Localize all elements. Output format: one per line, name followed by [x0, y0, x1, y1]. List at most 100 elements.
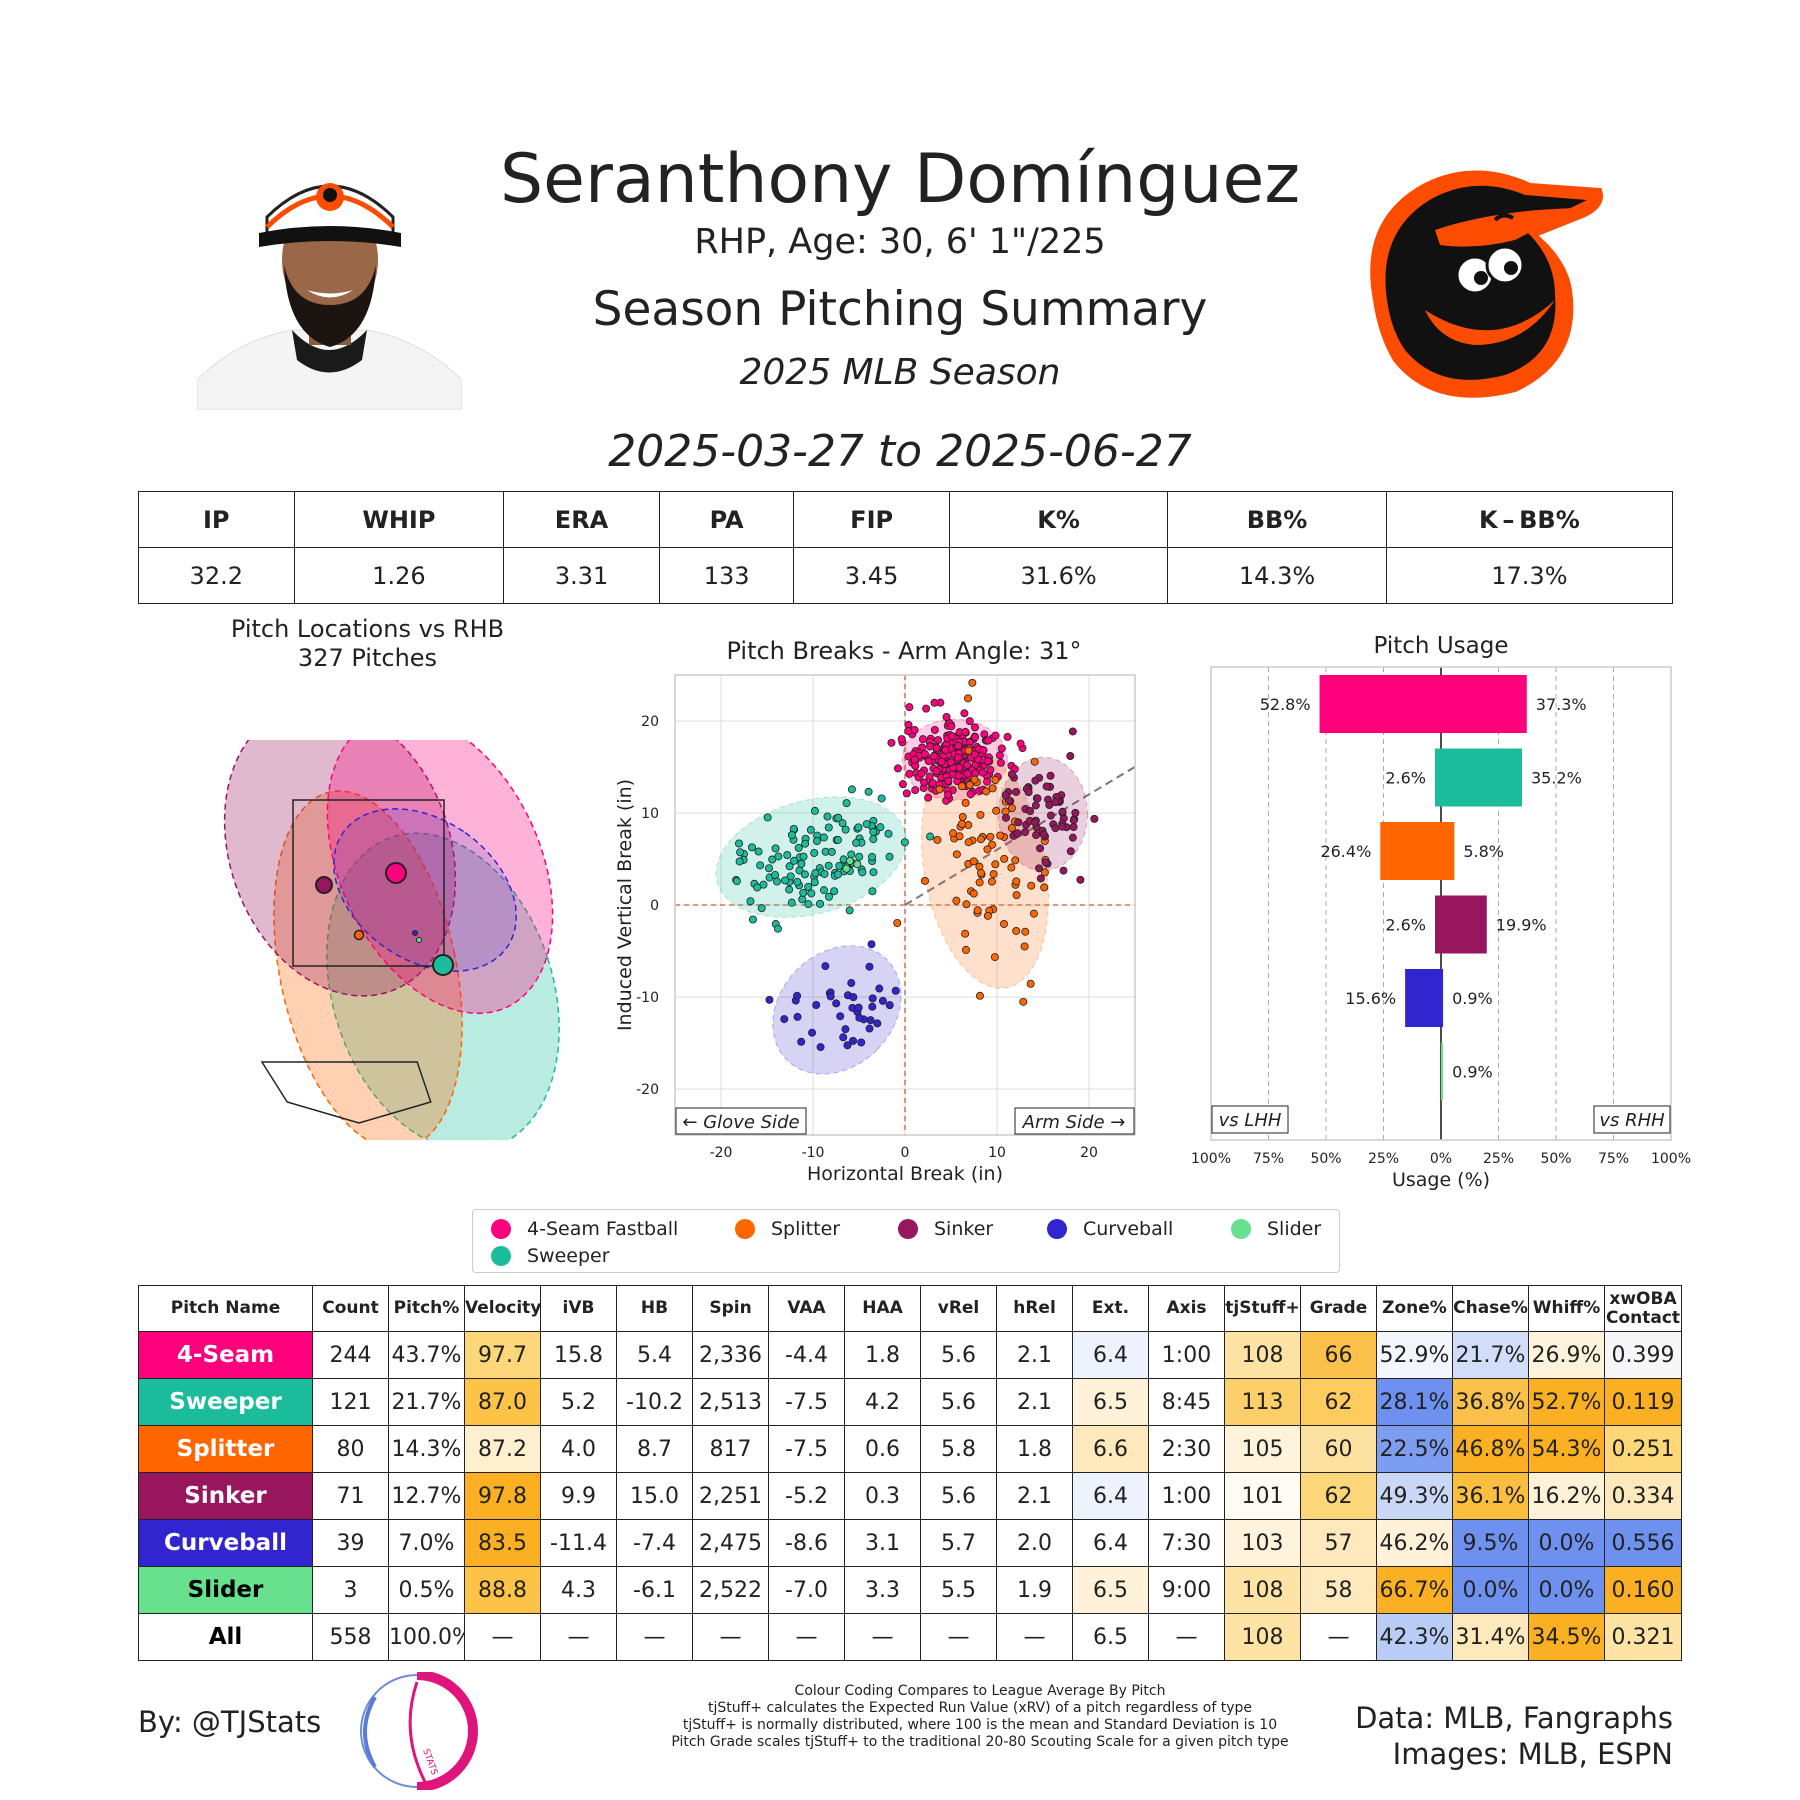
breaks-point: [975, 878, 984, 887]
breaks-point: [1012, 877, 1021, 886]
breaks-x-tick: 10: [988, 1145, 1006, 1161]
breaks-point: [810, 806, 819, 815]
pitch-table-cell: 113: [1224, 1378, 1301, 1426]
breaks-point: [852, 838, 861, 847]
breaks-point: [905, 703, 914, 712]
breaks-point: [748, 915, 757, 924]
breaks-point: [991, 860, 1000, 869]
breaks-point: [756, 861, 765, 870]
pitch-table-cell: -5.2: [768, 1472, 845, 1520]
breaks-y-tick: 20: [641, 714, 659, 730]
breaks-point: [1014, 818, 1023, 827]
breaks-point: [905, 769, 914, 778]
breaks-point: [1012, 787, 1021, 796]
usage-bar-lhh: [1435, 895, 1441, 954]
pitch-table-cell: 0.556: [1604, 1519, 1682, 1567]
footer-note: tjStuff+ is normally distributed, where …: [682, 1717, 1278, 1733]
breaks-point: [984, 736, 993, 745]
breaks-point: [979, 746, 988, 755]
breaks-point: [833, 835, 842, 844]
breaks-point: [1042, 782, 1051, 791]
pitch-table-cell: 97.8: [464, 1472, 541, 1520]
pitch-table-col-header: HB: [616, 1285, 693, 1332]
pitch-table-cell: 244: [312, 1331, 389, 1379]
breaks-y-tick: 10: [641, 806, 659, 822]
breaks-point: [964, 838, 973, 847]
legend-dot: [735, 1219, 755, 1239]
legend-dot: [491, 1246, 511, 1266]
legend-dot: [898, 1219, 918, 1239]
legend-item-sinker: Sinker: [898, 1218, 993, 1240]
breaks-point: [798, 895, 807, 904]
breaks-point: [954, 753, 963, 762]
usage-bar-rhh: [1441, 895, 1487, 954]
location-mean-sweeper: [432, 954, 454, 976]
breaks-point: [854, 823, 863, 832]
breaks-point: [746, 897, 755, 906]
breaks-point: [813, 836, 822, 845]
legend-item-splitter: Splitter: [735, 1218, 840, 1240]
pitch-table-cell: 62: [1300, 1378, 1377, 1426]
legend-label: 4-Seam Fastball: [527, 1218, 679, 1240]
breaks-point: [794, 843, 803, 852]
player-info: RHP, Age: 30, 6' 1"/225: [694, 222, 1106, 262]
breaks-point: [932, 743, 941, 752]
pitch-table-row: Sweeper 121 21.7% 87.0 5.2 -10.2 2,513 -7.5 4.2 5…: [138, 1378, 1682, 1426]
pitch-table-cell: -11.4: [540, 1519, 617, 1567]
breaks-point: [995, 751, 1004, 760]
pitch-table-cell: 5.6: [920, 1472, 997, 1520]
pitch-table-cell: 5.4: [616, 1331, 693, 1379]
breaks-point: [1007, 824, 1016, 833]
breaks-point: [847, 979, 856, 988]
pitch-table-cell: 4.2: [844, 1378, 921, 1426]
usage-x-tick: 25%: [1368, 1151, 1399, 1167]
breaks-point: [753, 883, 762, 892]
breaks-point: [970, 723, 979, 732]
pitch-table-cell: 2.0: [996, 1519, 1073, 1567]
pitch-name-cell: Sweeper: [138, 1378, 313, 1426]
pitch-table-col-header: hRel: [996, 1285, 1073, 1332]
breaks-point: [976, 810, 985, 819]
breaks-point: [990, 953, 999, 962]
pitch-table-cell: -7.4: [616, 1519, 693, 1567]
pitch-table-cell: 6.4: [1072, 1472, 1149, 1520]
vs-lhh-box: [1211, 1105, 1289, 1134]
legend-label: Splitter: [771, 1218, 841, 1240]
pitch-table-cell: 57: [1300, 1519, 1377, 1567]
pitch-usage-chart: Pitch Usage 100% 75% 50% 25% 0% 25% 50% 75% 100%…: [1191, 635, 1691, 1191]
breaks-point: [835, 861, 844, 870]
breaks-point: [1058, 822, 1067, 831]
breaks-point: [841, 825, 850, 834]
usage-x-tick: 75%: [1253, 1151, 1284, 1167]
breaks-point: [970, 750, 979, 759]
breaks-point: [991, 775, 1000, 784]
pitch-table-cell: 0.3: [844, 1472, 921, 1520]
tjstats-logo: STATS: [360, 1672, 478, 1790]
pitch-table-cell: 97.7: [464, 1331, 541, 1379]
breaks-point: [918, 735, 927, 744]
home-plate: [260, 1061, 432, 1124]
pitch-breaks-chart: Pitch Breaks - Arm Angle: 31° -20 -10 0 10 2…: [614, 637, 1136, 1185]
legend-label: Sweeper: [527, 1245, 610, 1267]
pitch-table-cell: —: [616, 1613, 693, 1661]
stat-header: K – BB%: [1385, 491, 1674, 548]
breaks-point: [987, 877, 996, 886]
breaks-point: [732, 877, 741, 886]
breaks-point: [963, 760, 972, 769]
legend-dot: [491, 1219, 511, 1239]
pitch-table-cell: 46.2%: [1376, 1519, 1453, 1567]
glove-side-box: [675, 1107, 807, 1135]
breaks-point: [887, 738, 896, 747]
breaks-y-tick: -20: [636, 1082, 659, 1098]
breaks-point: [944, 776, 953, 785]
breaks-x-tick: -10: [802, 1145, 825, 1161]
stats-header-row: IP WHIP ERA PA FIP K% BB% K – BB%: [138, 491, 1674, 548]
breaks-point: [867, 940, 876, 949]
stat-value: 3.31: [503, 547, 660, 604]
breaks-point: [1013, 829, 1022, 838]
pitch-table-cell: 2.1: [996, 1378, 1073, 1426]
breaks-point: [834, 870, 843, 879]
breaks-point: [773, 877, 782, 886]
player-name: Seranthony Domínguez: [499, 140, 1301, 219]
breaks-point: [975, 991, 984, 1000]
